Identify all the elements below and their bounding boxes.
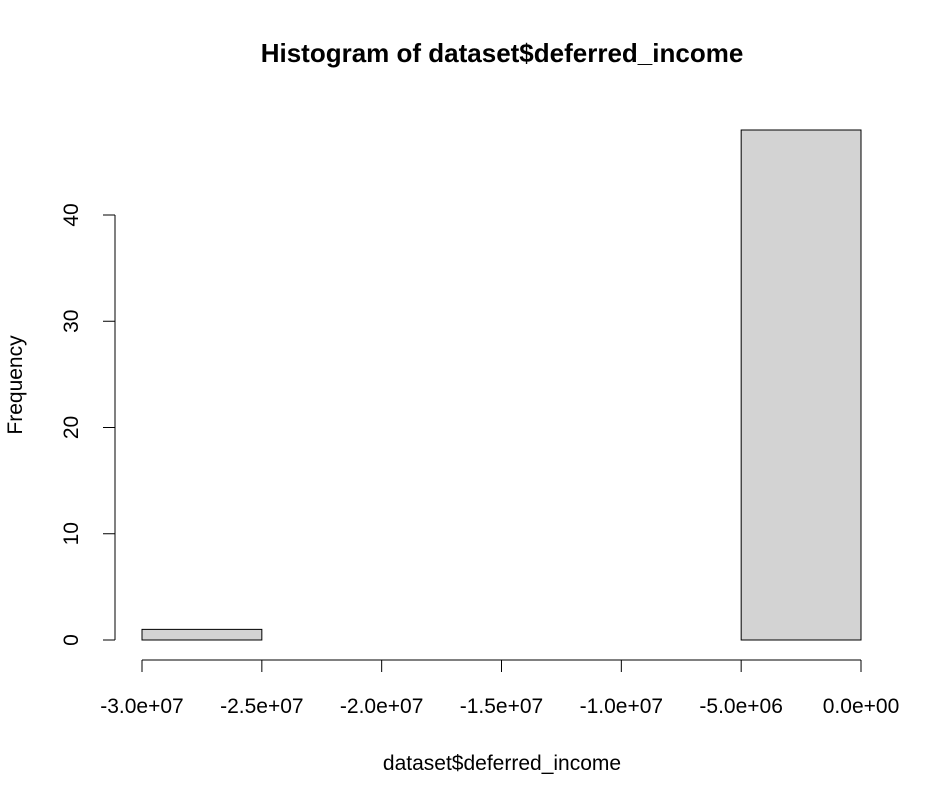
- x-tick-label: -5.0e+06: [699, 695, 783, 718]
- histogram-bar: [740, 129, 862, 641]
- x-tick-label: 0.0e+00: [823, 695, 900, 718]
- x-tick-label: -2.5e+07: [220, 695, 304, 718]
- chart-title: Histogram of dataset$deferred_income: [261, 38, 744, 68]
- y-tick-label: 10: [60, 522, 83, 545]
- y-tick-label: 30: [60, 310, 83, 333]
- y-axis: 0 10 20 30 40: [60, 203, 116, 646]
- x-axis-label: dataset$deferred_income: [383, 752, 621, 775]
- y-axis-label: Frequency: [4, 335, 27, 435]
- x-tick-label: -3.0e+07: [100, 695, 184, 718]
- histogram-bar: [141, 628, 263, 641]
- x-axis: -3.0e+07 -2.5e+07 -2.0e+07 -1.5e+07 -1.0e+07…: [100, 659, 900, 718]
- x-tick-label: -1.5e+07: [460, 695, 544, 718]
- x-tick-label: -1.0e+07: [580, 695, 664, 718]
- bars-group: [141, 129, 862, 641]
- x-tick-label: -2.0e+07: [340, 695, 424, 718]
- y-tick-label: 40: [60, 203, 83, 226]
- y-tick-label: 20: [60, 416, 83, 439]
- y-tick-label: 0: [60, 634, 83, 646]
